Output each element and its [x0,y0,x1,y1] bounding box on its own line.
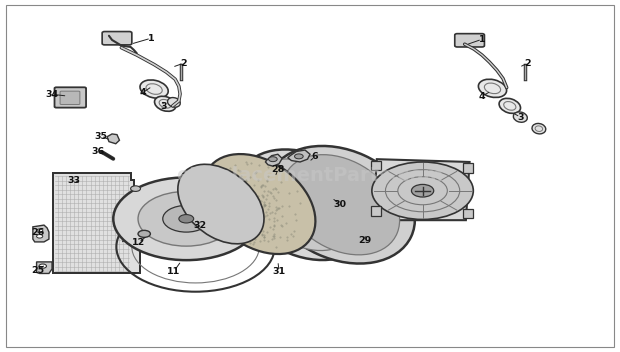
FancyBboxPatch shape [55,87,86,108]
Circle shape [138,191,234,246]
FancyBboxPatch shape [371,206,381,216]
Text: 1: 1 [479,35,485,44]
Polygon shape [33,225,49,242]
Polygon shape [265,154,282,166]
Ellipse shape [167,98,180,107]
Text: 6: 6 [312,152,318,161]
Ellipse shape [267,146,415,264]
Text: 12: 12 [132,238,145,247]
Ellipse shape [282,155,400,255]
Ellipse shape [236,150,371,260]
Text: 35: 35 [94,132,107,140]
Text: 3: 3 [160,102,167,111]
FancyBboxPatch shape [454,34,484,47]
Circle shape [37,234,43,238]
FancyBboxPatch shape [463,163,472,173]
Ellipse shape [532,124,546,134]
Polygon shape [373,159,469,220]
Text: 36: 36 [92,147,105,156]
Text: 30: 30 [333,200,346,208]
Circle shape [131,186,141,191]
Circle shape [37,229,43,232]
Polygon shape [37,262,52,274]
Text: 2: 2 [525,58,531,68]
Text: KOHLER: KOHLER [118,208,128,242]
Circle shape [39,264,46,268]
Circle shape [113,177,259,260]
Polygon shape [107,134,120,144]
Ellipse shape [140,80,168,98]
Text: 26: 26 [31,228,45,237]
Ellipse shape [513,112,528,122]
FancyBboxPatch shape [371,161,381,170]
Text: 4: 4 [479,92,485,101]
Ellipse shape [178,164,264,244]
Text: 11: 11 [167,267,180,276]
Ellipse shape [203,154,316,254]
FancyBboxPatch shape [60,91,80,105]
Text: 29: 29 [358,236,371,245]
Circle shape [412,184,434,197]
Text: 4: 4 [140,88,146,97]
Text: 31: 31 [273,267,286,276]
Circle shape [372,162,473,220]
FancyBboxPatch shape [463,209,472,219]
Ellipse shape [499,98,521,113]
Ellipse shape [154,96,176,111]
Circle shape [163,206,210,232]
Polygon shape [53,173,140,274]
Circle shape [268,157,277,162]
Polygon shape [288,150,310,162]
FancyBboxPatch shape [102,32,132,45]
Ellipse shape [252,159,356,251]
Text: eReplacementParts.com: eReplacementParts.com [176,166,444,186]
Text: 28: 28 [271,165,285,174]
Text: 3: 3 [517,113,523,121]
Text: 1: 1 [148,34,154,43]
Text: 34: 34 [45,90,59,99]
Text: 32: 32 [193,221,206,230]
Circle shape [138,230,151,237]
Text: 33: 33 [67,176,80,185]
Circle shape [179,215,193,223]
Ellipse shape [479,79,507,98]
Circle shape [294,154,303,159]
Text: 25: 25 [31,266,45,275]
Text: 2: 2 [180,58,187,68]
